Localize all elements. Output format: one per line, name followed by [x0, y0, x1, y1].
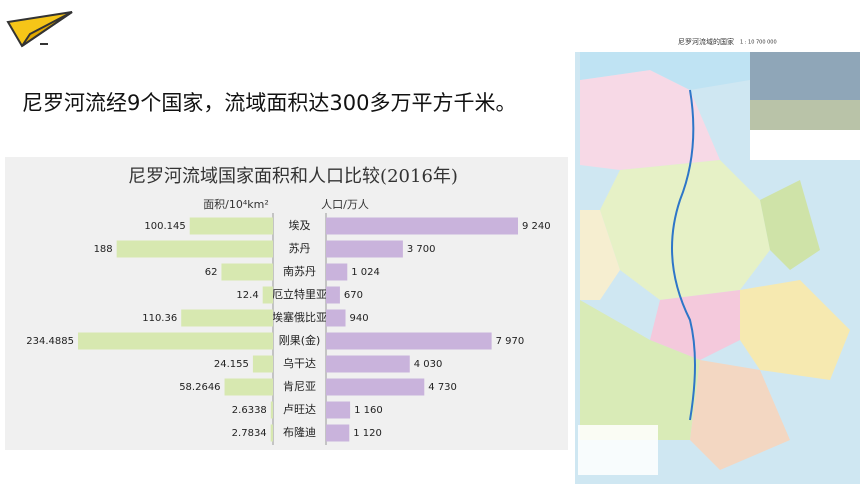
- population-value-label: 4 730: [428, 382, 457, 393]
- area-value-label: 58.2646: [179, 382, 220, 393]
- area-bar: [221, 263, 273, 281]
- population-bar: [326, 217, 518, 235]
- area-value-label: 100.145: [144, 221, 185, 232]
- area-bar: [78, 332, 273, 350]
- area-value-label: 24.155: [214, 359, 249, 370]
- category-label: 卢旺达: [283, 403, 316, 416]
- chart-title: 尼罗河流域国家面积和人口比较(2016年): [128, 166, 458, 187]
- area-value-label: 2.7834: [232, 428, 267, 439]
- population-bar: [326, 263, 348, 281]
- area-value-label: 188: [94, 244, 113, 255]
- category-label: 刚果(金): [279, 333, 321, 347]
- population-bar: [326, 401, 351, 419]
- population-bar: [326, 378, 425, 396]
- population-value-label: 3 700: [407, 244, 436, 255]
- area-bar: [224, 378, 273, 396]
- category-label: 埃及: [289, 218, 311, 232]
- population-bar: [326, 424, 350, 442]
- area-bar: [116, 240, 273, 258]
- population-value-label: 940: [350, 313, 369, 324]
- paper-plane-icon: [6, 11, 73, 48]
- category-label: 乌干达: [283, 356, 316, 370]
- population-bar: [326, 240, 403, 258]
- area-bar: [270, 424, 273, 442]
- area-bar: [189, 217, 273, 235]
- area-bar: [262, 286, 273, 304]
- area-value-label: 12.4: [236, 290, 258, 301]
- area-value-label: 62: [205, 267, 218, 278]
- population-value-label: 4 030: [414, 359, 443, 370]
- population-bar: [326, 309, 346, 327]
- category-label: 苏丹: [289, 242, 311, 255]
- category-label: 南苏丹: [283, 265, 316, 278]
- right-axis-label: 人口/万人: [321, 198, 369, 211]
- category-label: 肯尼亚: [283, 380, 316, 393]
- left-axis-label: 面积/10⁴km²: [203, 198, 269, 211]
- area-bar: [270, 401, 273, 419]
- population-value-label: 1 120: [353, 428, 382, 439]
- population-bar: [326, 286, 340, 304]
- population-value-label: 1 160: [354, 405, 383, 416]
- area-bar: [181, 309, 273, 327]
- population-bar: [326, 355, 410, 373]
- slide-heading: 尼罗河流经9个国家，流域面积达300多万平方千米。: [22, 91, 516, 115]
- population-bar: [326, 332, 492, 350]
- area-bar: [252, 355, 273, 373]
- map: 尼罗河流域的国家 1 : 10 700 000: [575, 30, 860, 484]
- map-title: 尼罗河流域的国家: [678, 37, 734, 46]
- category-label: 厄立特里亚: [272, 287, 327, 301]
- population-value-label: 1 024: [351, 267, 380, 278]
- category-label: 埃塞俄比亚: [272, 310, 327, 324]
- population-value-label: 9 240: [522, 221, 551, 232]
- population-value-label: 670: [344, 290, 363, 301]
- area-value-label: 110.36: [142, 313, 177, 324]
- population-value-label: 7 970: [496, 336, 525, 347]
- map-scale: 1 : 10 700 000: [740, 40, 777, 46]
- area-value-label: 234.4885: [26, 336, 74, 347]
- area-value-label: 2.6338: [232, 405, 267, 416]
- chart-background: [5, 157, 568, 450]
- category-label: 布隆迪: [283, 425, 316, 439]
